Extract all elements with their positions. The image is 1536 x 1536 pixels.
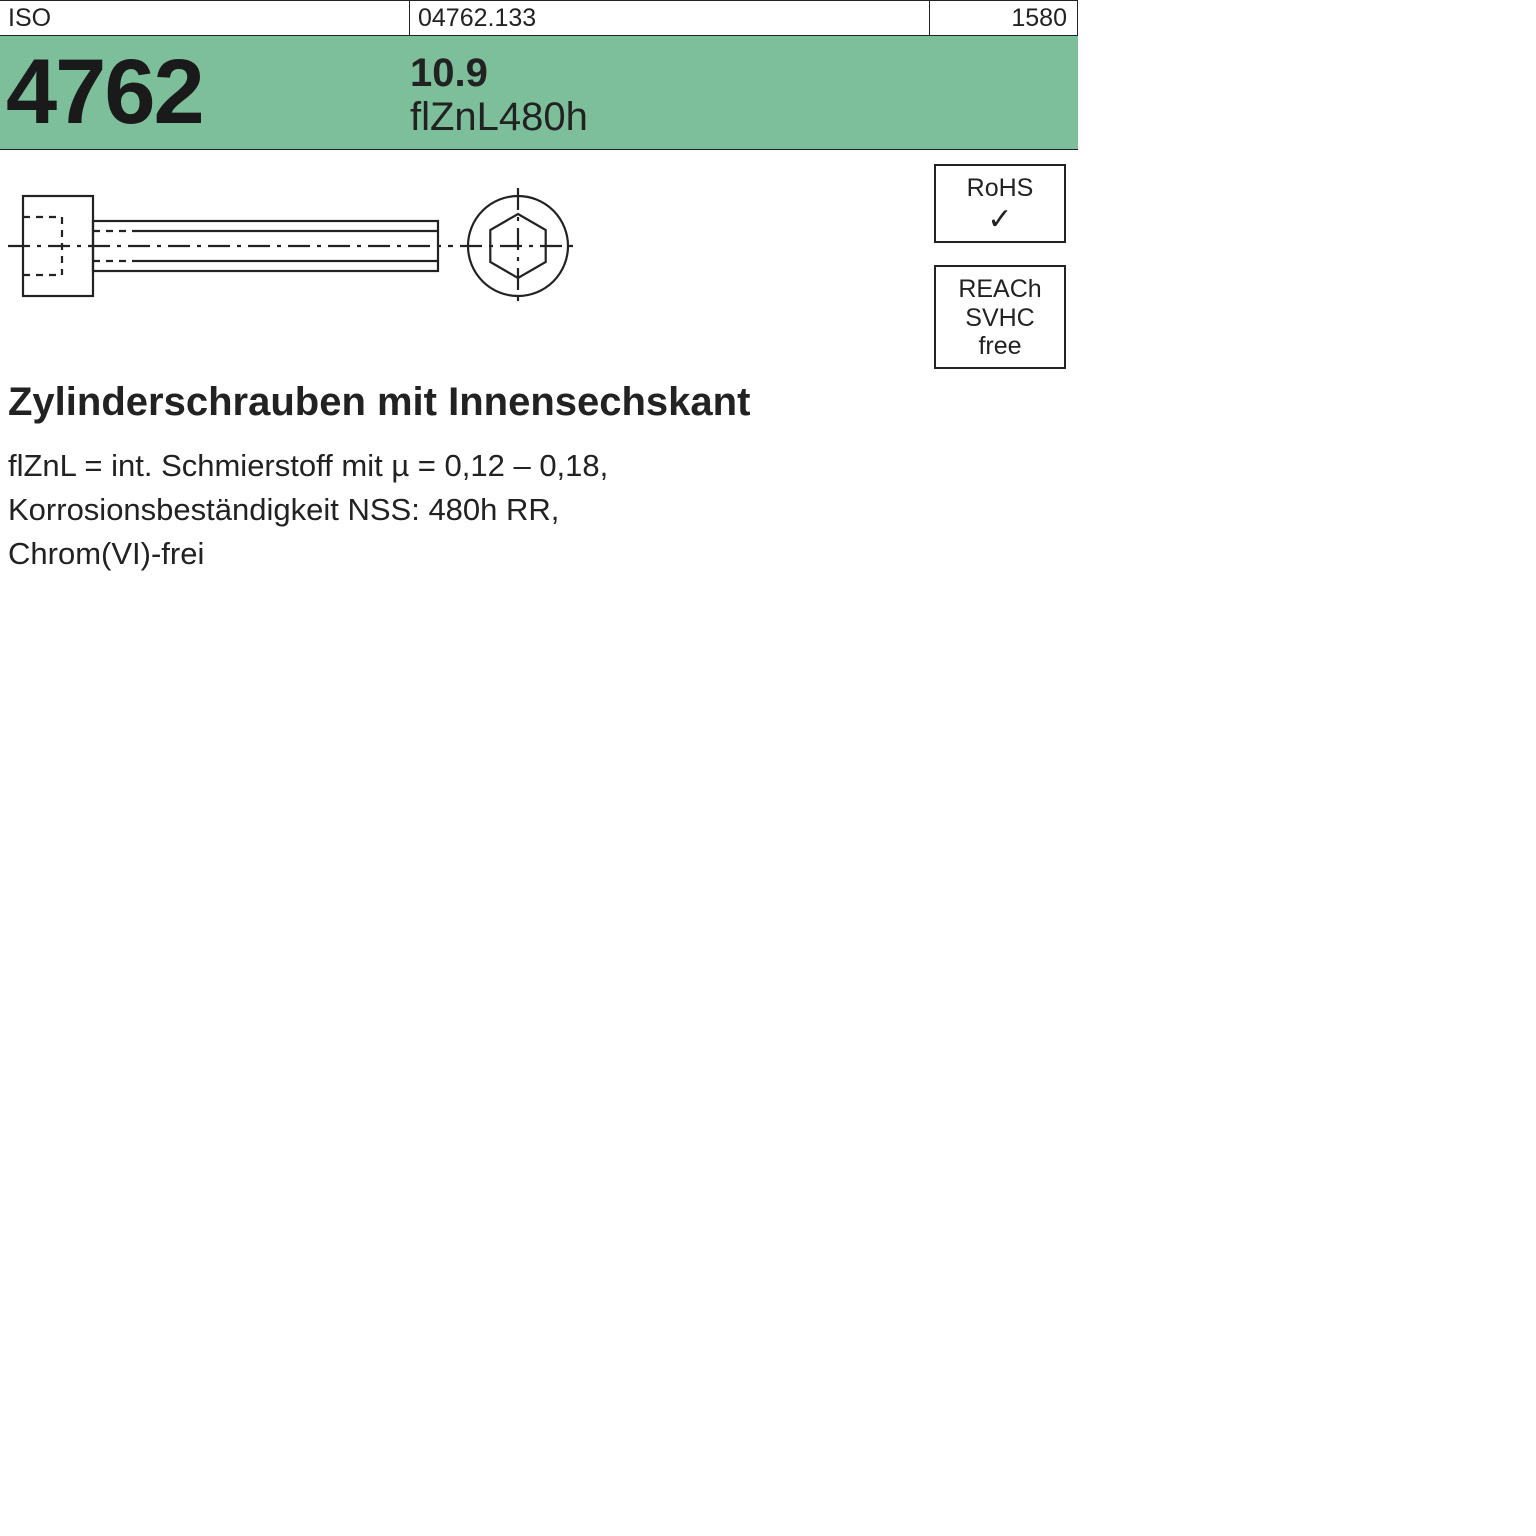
header-right: 1580	[930, 1, 1078, 35]
rohs-label: RoHS	[967, 174, 1034, 202]
mid-section: RoHS ✓ REACh SVHC free	[0, 150, 1078, 400]
check-icon: ✓	[940, 205, 1060, 235]
desc-line: Chrom(VI)-frei	[8, 532, 608, 576]
reach-l1: REACh	[940, 275, 1060, 304]
reach-l3: free	[940, 332, 1060, 361]
reach-badge: REACh SVHC free	[934, 265, 1066, 369]
green-banner: 4762 10.9 flZnL480h	[0, 36, 1078, 150]
standard-number: 4762	[0, 40, 410, 145]
desc-line: flZnL = int. Schmierstoff mit µ = 0,12 –…	[8, 444, 608, 488]
product-title: Zylinderschrauben mit Innensechskant	[8, 380, 750, 425]
datasheet-card: ISO 04762.133 1580 4762 10.9 flZnL480h	[0, 0, 1078, 752]
product-description: flZnL = int. Schmierstoff mit µ = 0,12 –…	[8, 444, 608, 576]
material-props: 10.9 flZnL480h	[410, 47, 588, 139]
strength-grade: 10.9	[410, 51, 588, 95]
header-code: 04762.133	[410, 1, 930, 35]
reach-l2: SVHC	[940, 304, 1060, 333]
compliance-badges: RoHS ✓ REACh SVHC free	[934, 164, 1066, 391]
desc-line: Korrosionsbeständigkeit NSS: 480h RR,	[8, 488, 608, 532]
header-row: ISO 04762.133 1580	[0, 0, 1078, 36]
rohs-badge: RoHS ✓	[934, 164, 1066, 243]
header-iso: ISO	[0, 1, 410, 35]
screw-diagram	[8, 178, 578, 318]
coating: flZnL480h	[410, 95, 588, 139]
